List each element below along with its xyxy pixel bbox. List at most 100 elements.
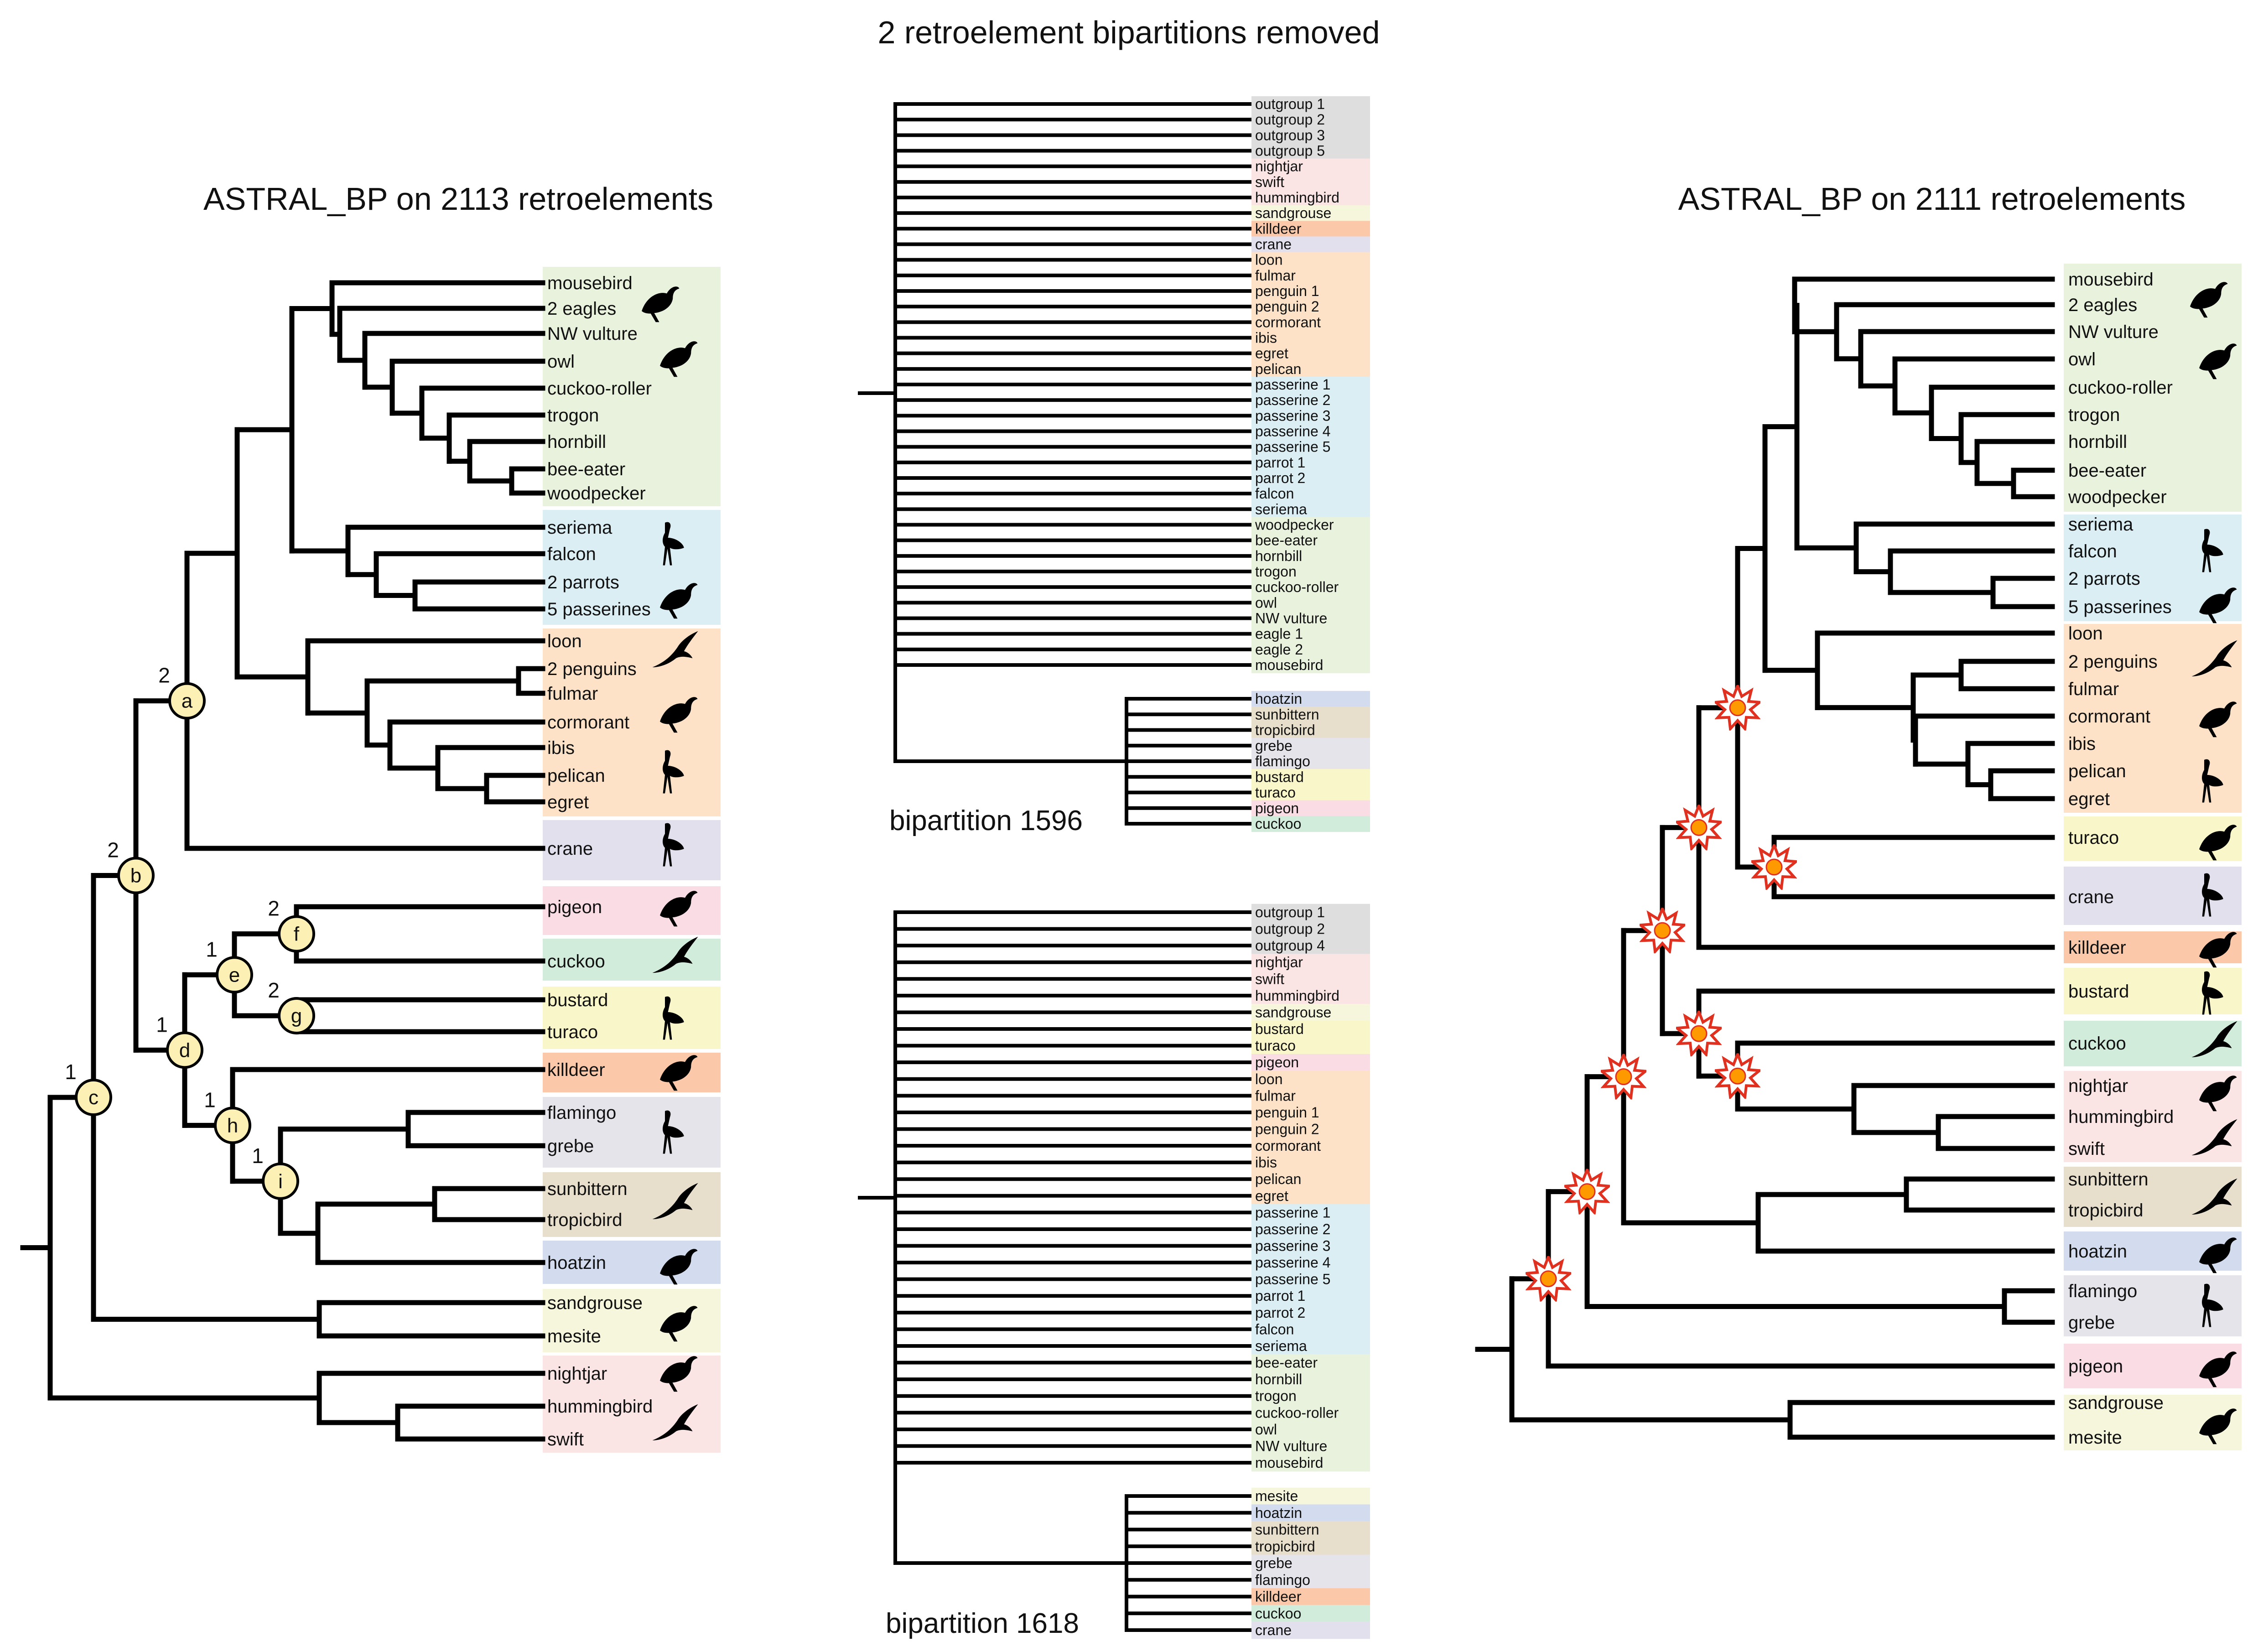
node-name: h bbox=[227, 1114, 238, 1137]
leaf-label: sunbittern bbox=[1255, 1522, 1319, 1538]
leaf-label: penguin 1 bbox=[1255, 283, 1319, 299]
leaf-color-band bbox=[1251, 1538, 1370, 1555]
leaf-label: 5 passerines bbox=[547, 599, 651, 619]
leaf-label: loon bbox=[1255, 252, 1283, 268]
leaf-label: killdeer bbox=[1255, 220, 1302, 237]
leaf-label: outgroup 4 bbox=[1255, 937, 1325, 954]
leaf-label: 2 penguins bbox=[2068, 652, 2158, 672]
node-circle bbox=[216, 956, 253, 994]
clade-color-band bbox=[543, 510, 721, 625]
leaf-color-band bbox=[1251, 722, 1370, 738]
leaf-label: seriema bbox=[547, 518, 613, 538]
leaf-color-band bbox=[1251, 532, 1370, 549]
leaf-color-band bbox=[1251, 641, 1370, 658]
leaf-color-band bbox=[1251, 1070, 1370, 1088]
node-name: i bbox=[278, 1170, 283, 1193]
node-d: d1 bbox=[156, 1013, 203, 1069]
leaf-label: falcon bbox=[547, 544, 596, 564]
leaf-label: owl bbox=[1255, 594, 1277, 611]
clade-color-band bbox=[543, 1172, 721, 1237]
leaf-label: swift bbox=[2068, 1139, 2105, 1159]
leaf-label: grebe bbox=[547, 1136, 594, 1156]
leaf-label: cuckoo-roller bbox=[2068, 378, 2173, 398]
node-name: a bbox=[182, 690, 193, 712]
support-value: 2 bbox=[268, 897, 280, 920]
bipartition-1618-label: bipartition 1618 bbox=[886, 1608, 1079, 1639]
leaf-label: 2 penguins bbox=[547, 659, 637, 679]
leaf-color-band bbox=[1251, 1571, 1370, 1589]
leaf-label: flamingo bbox=[1255, 1572, 1310, 1588]
leaf-color-band bbox=[1251, 423, 1370, 440]
leaf-label: cuckoo-roller bbox=[1255, 579, 1339, 595]
leaf-label: egret bbox=[2068, 789, 2110, 809]
leaf-label: turaco bbox=[1255, 784, 1296, 801]
leaf-label: mesite bbox=[1255, 1488, 1298, 1504]
leaf-label: ibis bbox=[2068, 734, 2096, 754]
leaf-label: tropicbird bbox=[547, 1210, 623, 1230]
leaf-label: fulmar bbox=[2068, 679, 2119, 699]
leaf-color-band bbox=[1251, 1605, 1370, 1622]
leaf-label: parrot 1 bbox=[1255, 454, 1305, 471]
leaf-color-band bbox=[1251, 1037, 1370, 1055]
leaf-label: outgroup 5 bbox=[1255, 143, 1325, 159]
clade-color-band bbox=[543, 1097, 721, 1168]
leaf-label: crane bbox=[547, 839, 593, 859]
leaf-color-band bbox=[1251, 1521, 1370, 1538]
leaf-color-band bbox=[1251, 486, 1370, 502]
clade-color-band bbox=[543, 987, 721, 1049]
leaf-label: trogon bbox=[1255, 563, 1297, 580]
leaf-label: NW vulture bbox=[2068, 322, 2159, 342]
leaf-label: flamingo bbox=[1255, 753, 1310, 769]
leaf-label: cormorant bbox=[2068, 707, 2150, 727]
leaf-color-band bbox=[1251, 221, 1370, 237]
leaf-label: egret bbox=[547, 792, 589, 812]
leaf-label: tropicbird bbox=[1255, 722, 1315, 738]
leaf-color-band bbox=[1251, 1354, 1370, 1371]
leaf-label: penguin 2 bbox=[1255, 298, 1319, 315]
leaf-label: passerine 2 bbox=[1255, 1221, 1330, 1237]
leaf-label: sandgrouse bbox=[547, 1293, 643, 1313]
leaf-color-band bbox=[1251, 1621, 1370, 1639]
leaf-color-band bbox=[1251, 1254, 1370, 1272]
leaf-label: bustard bbox=[1255, 1021, 1304, 1037]
leaf-color-band bbox=[1251, 1438, 1370, 1455]
leaf-label: trogon bbox=[1255, 1388, 1297, 1404]
leaf-color-band bbox=[1251, 267, 1370, 284]
leaf-color-band bbox=[1251, 1154, 1370, 1171]
leaf-color-band bbox=[1251, 283, 1370, 300]
leaf-color-band bbox=[1251, 1321, 1370, 1338]
leaf-color-band bbox=[1251, 707, 1370, 723]
leaf-label: flamingo bbox=[2068, 1281, 2137, 1301]
node-e: e1 bbox=[206, 937, 253, 994]
leaf-label: passerine 3 bbox=[1255, 407, 1330, 424]
leaf-color-band bbox=[1251, 517, 1370, 533]
leaf-label: hoatzin bbox=[547, 1253, 606, 1273]
leaf-label: passerine 2 bbox=[1255, 392, 1330, 408]
leaf-label: hummingbird bbox=[1255, 189, 1339, 206]
leaf-color-band bbox=[1251, 158, 1370, 175]
leaf-color-band bbox=[1251, 376, 1370, 393]
leaf-label: hornbill bbox=[1255, 1371, 1302, 1387]
leaf-label: outgroup 1 bbox=[1255, 96, 1325, 112]
leaf-color-band bbox=[1251, 205, 1370, 222]
leaf-color-band bbox=[1251, 1554, 1370, 1572]
leaf-color-band bbox=[1251, 904, 1370, 921]
leaf-color-band bbox=[1251, 174, 1370, 190]
leaf-label: passerine 4 bbox=[1255, 423, 1330, 440]
leaf-label: penguin 1 bbox=[1255, 1104, 1319, 1121]
leaf-color-band bbox=[1251, 563, 1370, 580]
leaf-color-band bbox=[1251, 454, 1370, 471]
leaf-color-band bbox=[1251, 1337, 1370, 1355]
node-circle bbox=[278, 915, 315, 953]
right-tree-title: ASTRAL_BP on 2111 retroelements bbox=[1678, 181, 2186, 217]
leaf-label: woodpecker bbox=[1255, 517, 1334, 533]
leaf-color-band bbox=[1251, 1004, 1370, 1021]
leaf-label: passerine 1 bbox=[1255, 1204, 1330, 1221]
leaf-label: bee-eater bbox=[547, 459, 625, 479]
leaf-label: bustard bbox=[2068, 982, 2129, 1002]
leaf-color-band bbox=[1251, 1221, 1370, 1238]
node-circle bbox=[278, 997, 315, 1034]
leaf-color-band bbox=[1251, 579, 1370, 596]
leaf-label: bee-eater bbox=[2068, 461, 2146, 481]
